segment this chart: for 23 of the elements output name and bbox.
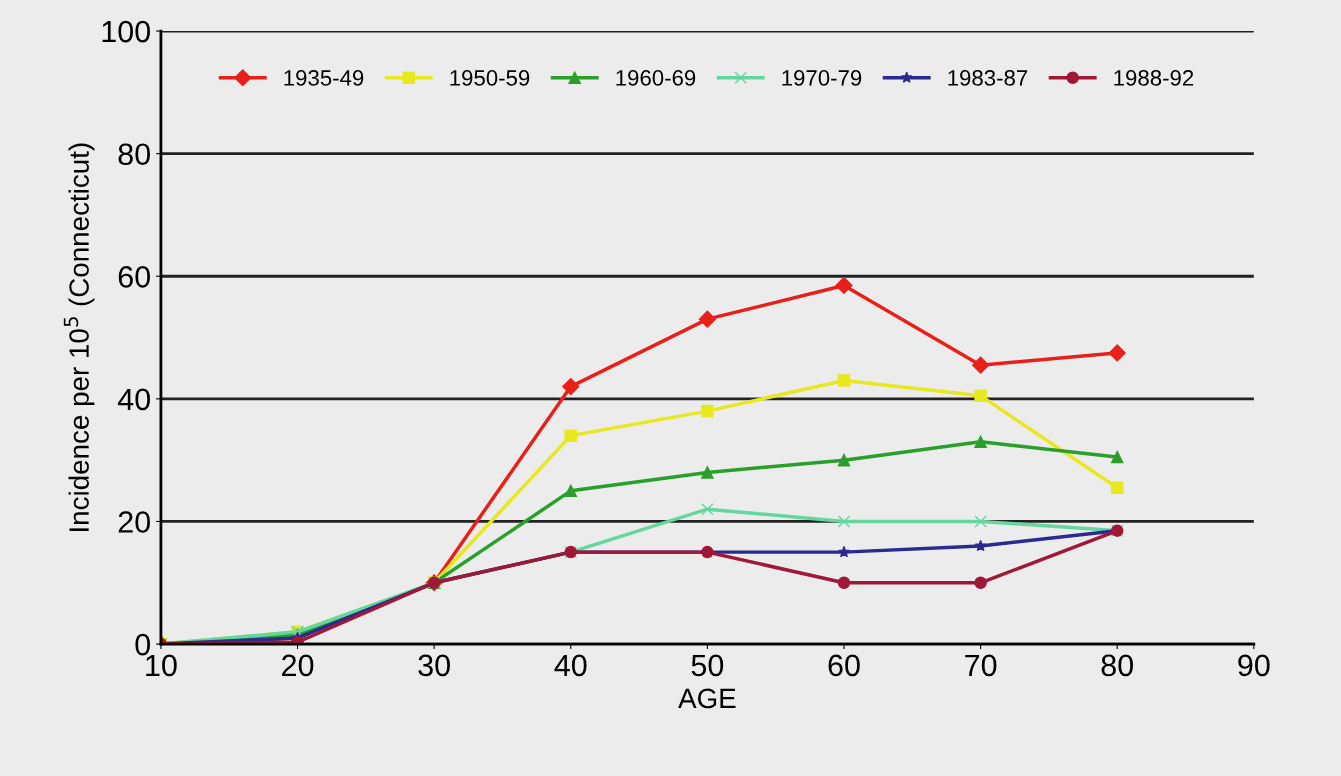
legend-label: 1950-59 <box>450 70 530 86</box>
x-tick-label: 30 <box>418 654 450 677</box>
x-tick-label: 20 <box>282 654 314 677</box>
y-axis-title: Incidence per 10$^{5}$ (Connecticut) <box>63 143 95 531</box>
y-tick-label: 100 <box>102 20 151 43</box>
x-tick-label: 40 <box>554 654 587 677</box>
x-tick-label: 50 <box>691 654 724 677</box>
x-tick-label: 60 <box>828 654 860 677</box>
legend-label: 1970-79 <box>782 70 862 86</box>
x-axis-title: AGE <box>678 688 736 709</box>
x-tick-label: 90 <box>1238 654 1270 677</box>
x-tick-label: 70 <box>965 654 997 677</box>
y-tick-label: 20 <box>118 511 151 533</box>
legend-label: 1935-49 <box>284 70 364 86</box>
legend-label: 1960-69 <box>616 70 696 86</box>
legend-label: 1988-92 <box>1114 70 1194 86</box>
y-tick-label: 80 <box>118 143 151 166</box>
legend-label: 1983-87 <box>948 70 1028 86</box>
y-tick-label: 60 <box>118 265 151 288</box>
x-tick-label: 80 <box>1101 654 1134 677</box>
x-tick-label: 10 <box>146 654 177 677</box>
y-tick-label: 0 <box>135 633 150 656</box>
y-tick-label: 40 <box>117 388 151 411</box>
